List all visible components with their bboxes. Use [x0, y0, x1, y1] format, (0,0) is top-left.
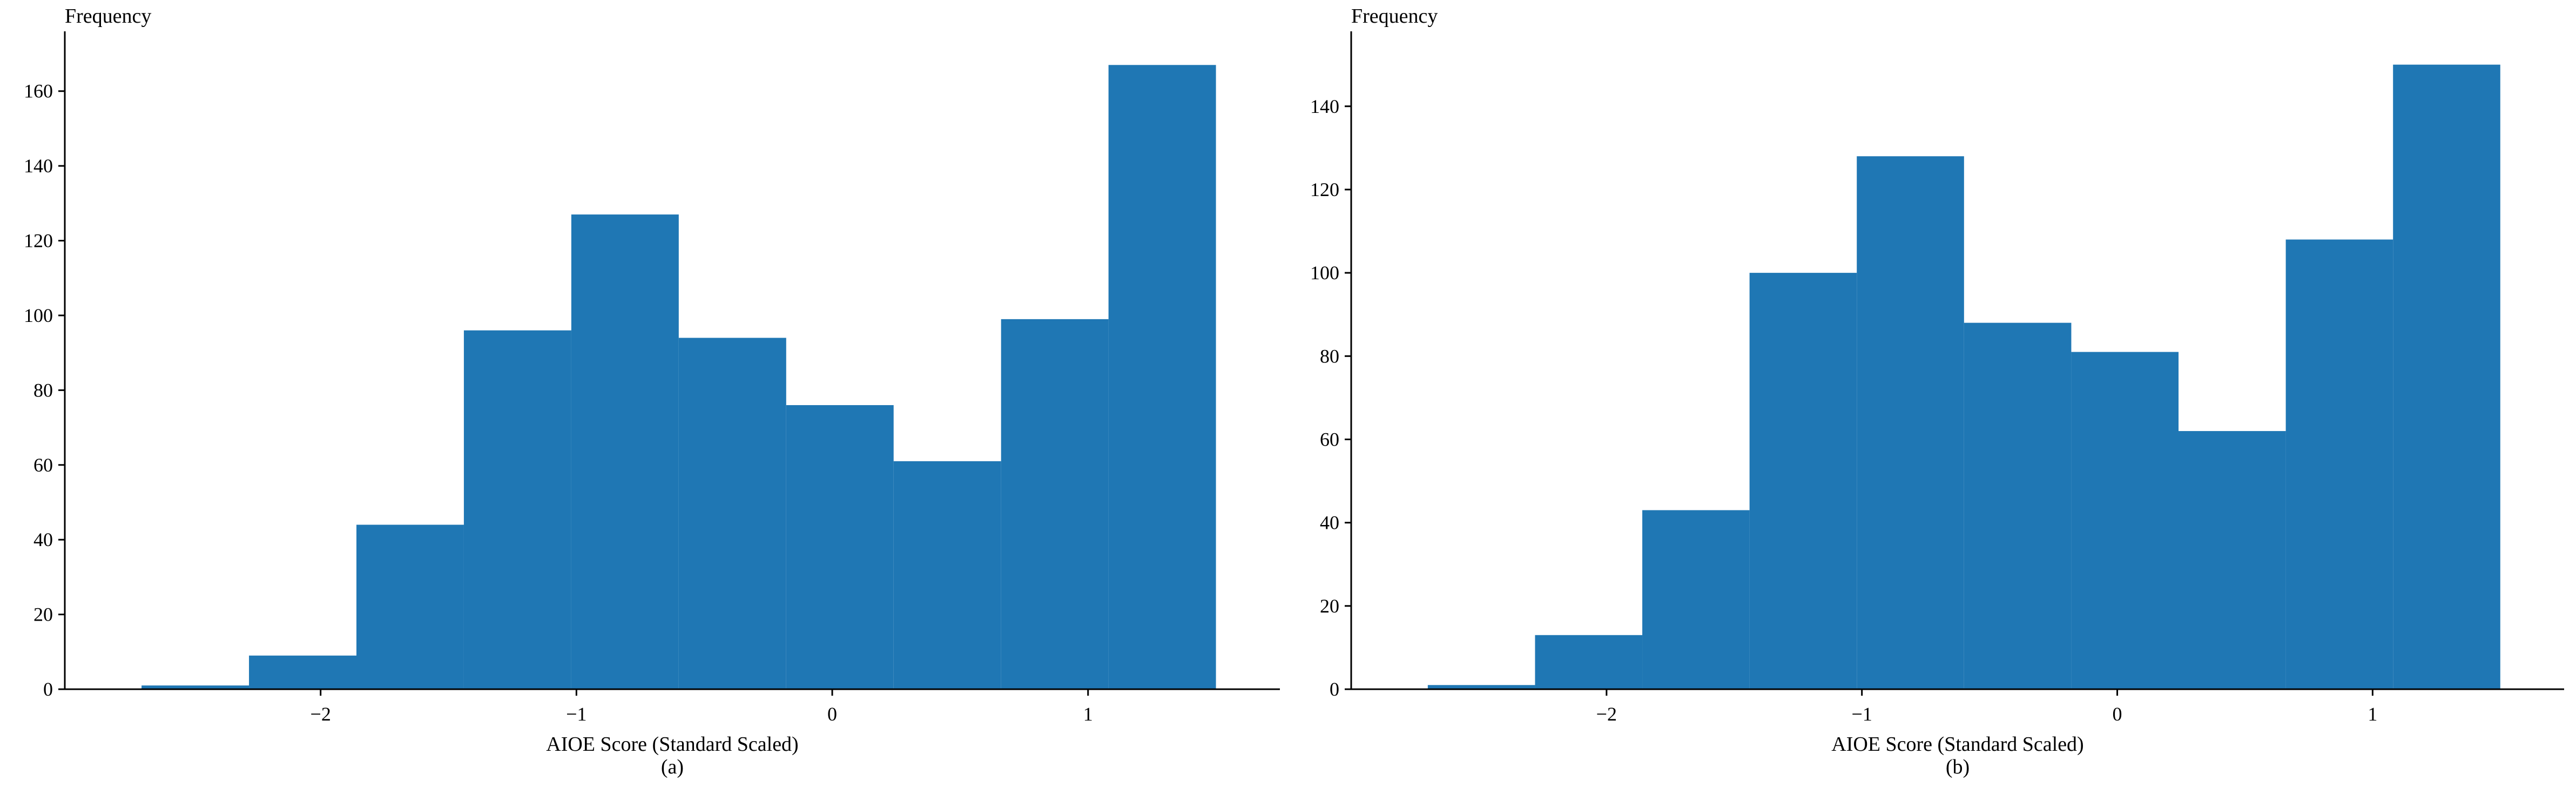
histogram-bar — [2071, 352, 2179, 689]
y-tick-label: 0 — [1330, 678, 1339, 700]
x-ticks: −2 −1 0 1 — [1596, 689, 2377, 725]
histogram-bar — [356, 524, 464, 689]
histogram-bar — [1535, 635, 1643, 689]
histogram-bar — [2285, 239, 2393, 690]
histogram-panel-a: Frequency 0 20 40 60 80 100 120 140 160 −2 −1 0 1 A… — [24, 5, 1280, 778]
y-tick-label: 20 — [1320, 595, 1339, 617]
histogram-bar — [893, 461, 1001, 689]
histogram-bar — [786, 405, 894, 689]
histogram-bar — [1108, 65, 1216, 690]
histogram-bar — [2179, 431, 2286, 689]
x-tick-label: 0 — [827, 703, 837, 725]
y-tick-label: 100 — [1310, 262, 1339, 284]
y-ticks: 0 20 40 60 80 100 120 140 160 — [24, 80, 65, 700]
y-tick-label: 80 — [33, 379, 53, 401]
y-tick-label: 120 — [24, 230, 53, 252]
panel-label: (b) — [1946, 756, 1970, 778]
histogram-bar — [463, 330, 571, 689]
x-axis-label: AIOE Score (Standard Scaled) — [1831, 733, 2083, 756]
y-tick-label: 40 — [1320, 512, 1339, 534]
x-axis-label: AIOE Score (Standard Scaled) — [546, 733, 798, 756]
x-tick-label: −1 — [1852, 703, 1872, 725]
histogram-bar — [1427, 685, 1535, 689]
y-tick-label: 60 — [33, 454, 53, 476]
x-tick-label: 0 — [2113, 703, 2122, 725]
histogram-bar — [1001, 319, 1109, 689]
y-tick-label: 20 — [33, 604, 53, 625]
histogram-bars — [141, 65, 1216, 690]
histogram-bars — [1427, 64, 2500, 690]
histogram-bar — [249, 655, 356, 689]
x-tick-label: 1 — [2368, 703, 2377, 725]
histogram-bar — [571, 214, 679, 689]
x-tick-label: −2 — [1596, 703, 1617, 725]
x-tick-label: 1 — [1083, 703, 1093, 725]
histogram-bar — [678, 338, 786, 689]
histogram-bar — [141, 685, 249, 689]
histogram-panel-b: Frequency 0 20 40 60 80 100 120 140 −2 −1 0 1 AIOE… — [1310, 5, 2564, 778]
y-tick-label: 140 — [24, 155, 53, 177]
y-axis-label: Frequency — [1351, 5, 1438, 28]
histogram-bar — [1857, 156, 1964, 689]
histogram-bar — [2393, 64, 2500, 689]
y-tick-label: 60 — [1320, 428, 1339, 450]
x-tick-label: −2 — [311, 703, 331, 725]
y-tick-label: 160 — [24, 80, 53, 102]
y-tick-label: 0 — [43, 678, 53, 700]
y-tick-label: 100 — [24, 305, 53, 326]
x-ticks: −2 −1 0 1 — [311, 689, 1093, 725]
y-tick-label: 80 — [1320, 345, 1339, 367]
y-axis-label: Frequency — [65, 5, 151, 28]
x-tick-label: −1 — [566, 703, 586, 725]
histogram-bar — [1642, 510, 1750, 689]
y-tick-label: 40 — [33, 529, 53, 550]
y-tick-label: 120 — [1310, 179, 1339, 200]
y-ticks: 0 20 40 60 80 100 120 140 — [1310, 96, 1351, 700]
y-tick-label: 140 — [1310, 96, 1339, 117]
panel-label: (a) — [661, 756, 684, 778]
histogram-bar — [1964, 322, 2072, 689]
histogram-bar — [1749, 273, 1857, 690]
